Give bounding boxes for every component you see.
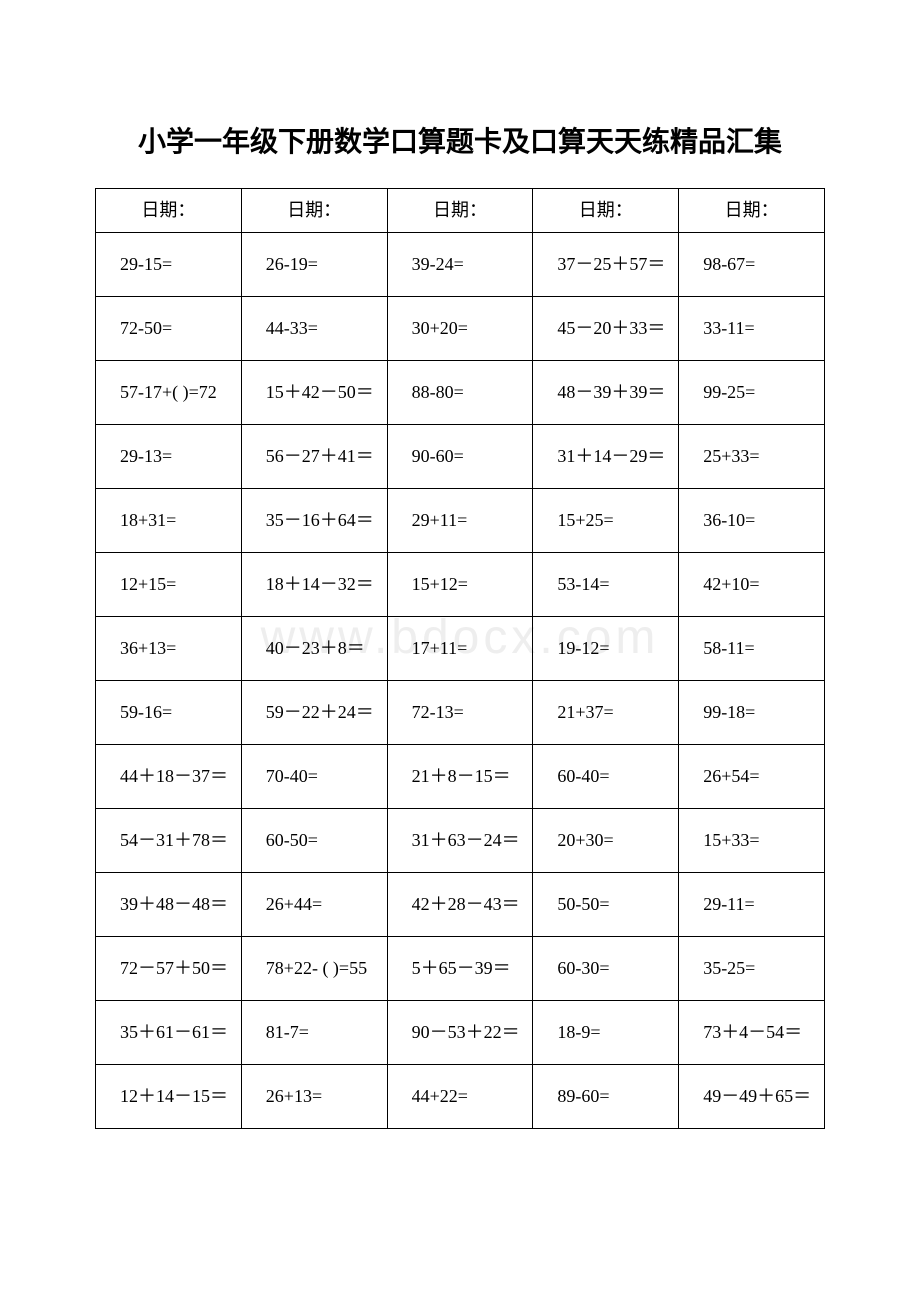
math-cell: 60-30= [533,937,679,1001]
math-cell: 35＋61－61＝ [96,1001,242,1065]
math-cell: 15+25= [533,489,679,553]
math-cell: 26+13= [241,1065,387,1129]
header-cell: 日期： [241,189,387,233]
math-cell: 26+54= [679,745,825,809]
math-cell: 36-10= [679,489,825,553]
header-cell: 日期： [387,189,533,233]
math-cell: 26-19= [241,233,387,297]
math-cell: 73＋4－54＝ [679,1001,825,1065]
math-cell: 42+10= [679,553,825,617]
math-cell: 98-67= [679,233,825,297]
math-cell: 15+12= [387,553,533,617]
math-cell: 59-16= [96,681,242,745]
math-cell: 18＋14－32＝ [241,553,387,617]
math-cell: 26+44= [241,873,387,937]
page-title: 小学一年级下册数学口算题卡及口算天天练精品汇集 [95,120,825,160]
table-row: 35＋61－61＝ 81-7= 90－53＋22＝ 18-9= 73＋4－54＝ [96,1001,825,1065]
math-cell: 50-50= [533,873,679,937]
math-cell: 90－53＋22＝ [387,1001,533,1065]
math-cell: 60-40= [533,745,679,809]
math-cell: 88-80= [387,361,533,425]
math-cell: 78+22- ( )=55 [241,937,387,1001]
math-cell: 44+22= [387,1065,533,1129]
table-header-row: 日期： 日期： 日期： 日期： 日期： [96,189,825,233]
header-cell: 日期： [533,189,679,233]
math-cell: 5＋65－39＝ [387,937,533,1001]
math-cell: 48－39＋39＝ [533,361,679,425]
math-cell: 29+11= [387,489,533,553]
math-cell: 21＋8－15＝ [387,745,533,809]
math-cell: 25+33= [679,425,825,489]
math-cell: 20+30= [533,809,679,873]
math-cell: 39＋48－48＝ [96,873,242,937]
table-row: 54－31＋78＝ 60-50= 31＋63－24＝ 20+30= 15+33= [96,809,825,873]
math-cell: 15＋42－50＝ [241,361,387,425]
table-row: 72－57＋50＝ 78+22- ( )=55 5＋65－39＝ 60-30= … [96,937,825,1001]
table-row: 29-13= 56－27＋41＝ 90-60= 31＋14－29＝ 25+33= [96,425,825,489]
table-row: 44＋18－37＝ 70-40= 21＋8－15＝ 60-40= 26+54= [96,745,825,809]
table-row: 29-15= 26-19= 39-24= 37－25＋57＝ 98-67= [96,233,825,297]
table-row: 36+13= 40－23＋8＝ 17+11= 19-12= 58-11= [96,617,825,681]
math-cell: 35－16＋64＝ [241,489,387,553]
math-cell: 44-33= [241,297,387,361]
table-row: 72-50= 44-33= 30+20= 45－20＋33＝ 33-11= [96,297,825,361]
math-cell: 40－23＋8＝ [241,617,387,681]
table-row: 57-17+( )=72 15＋42－50＝ 88-80= 48－39＋39＝ … [96,361,825,425]
math-cell: 15+33= [679,809,825,873]
math-cell: 35-25= [679,937,825,1001]
math-cell: 31＋63－24＝ [387,809,533,873]
math-cell: 18+31= [96,489,242,553]
header-cell: 日期： [96,189,242,233]
math-problems-table: 日期： 日期： 日期： 日期： 日期： 29-15= 26-19= 39-24=… [95,188,825,1129]
math-cell: 53-14= [533,553,679,617]
math-cell: 42＋28－43＝ [387,873,533,937]
math-cell: 72－57＋50＝ [96,937,242,1001]
math-cell: 99-25= [679,361,825,425]
math-cell: 29-15= [96,233,242,297]
math-cell: 72-50= [96,297,242,361]
math-cell: 37－25＋57＝ [533,233,679,297]
math-cell: 89-60= [533,1065,679,1129]
math-cell: 45－20＋33＝ [533,297,679,361]
table-row: 39＋48－48＝ 26+44= 42＋28－43＝ 50-50= 29-11= [96,873,825,937]
header-cell: 日期： [679,189,825,233]
table-row: 59-16= 59－22＋24＝ 72-13= 21+37= 99-18= [96,681,825,745]
math-cell: 12+15= [96,553,242,617]
math-cell: 19-12= [533,617,679,681]
math-cell: 18-9= [533,1001,679,1065]
math-cell: 33-11= [679,297,825,361]
math-cell: 29-11= [679,873,825,937]
math-cell: 56－27＋41＝ [241,425,387,489]
math-cell: 57-17+( )=72 [96,361,242,425]
math-cell: 70-40= [241,745,387,809]
math-cell: 54－31＋78＝ [96,809,242,873]
math-cell: 60-50= [241,809,387,873]
math-cell: 44＋18－37＝ [96,745,242,809]
math-cell: 59－22＋24＝ [241,681,387,745]
math-cell: 31＋14－29＝ [533,425,679,489]
math-cell: 12＋14－15＝ [96,1065,242,1129]
math-cell: 30+20= [387,297,533,361]
math-cell: 90-60= [387,425,533,489]
math-cell: 36+13= [96,617,242,681]
table-row: 12＋14－15＝ 26+13= 44+22= 89-60= 49－49＋65＝ [96,1065,825,1129]
math-cell: 99-18= [679,681,825,745]
math-cell: 39-24= [387,233,533,297]
math-cell: 29-13= [96,425,242,489]
math-cell: 72-13= [387,681,533,745]
table-row: 12+15= 18＋14－32＝ 15+12= 53-14= 42+10= [96,553,825,617]
math-cell: 21+37= [533,681,679,745]
math-cell: 58-11= [679,617,825,681]
math-cell: 17+11= [387,617,533,681]
math-cell: 49－49＋65＝ [679,1065,825,1129]
math-cell: 81-7= [241,1001,387,1065]
table-row: 18+31= 35－16＋64＝ 29+11= 15+25= 36-10= [96,489,825,553]
